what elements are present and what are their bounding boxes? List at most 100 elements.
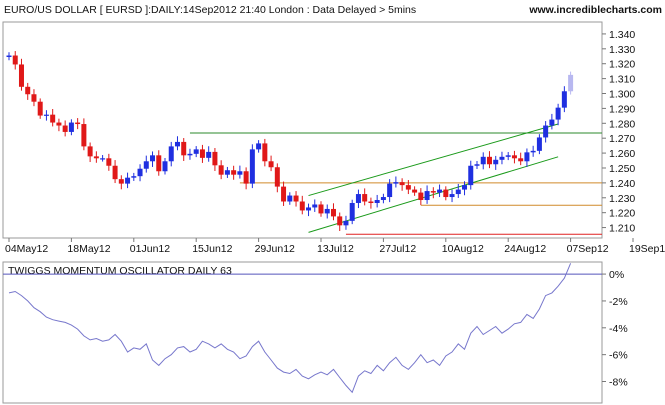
price-y-tick-label: 1.340: [609, 29, 635, 41]
candle-body: [93, 156, 99, 159]
price-y-tick-label: 1.250: [609, 163, 635, 175]
candle-body: [330, 208, 336, 217]
watermark: www.incrediblecharts.com: [528, 4, 662, 16]
candle-body: [281, 186, 287, 202]
candle-body: [100, 158, 106, 160]
candle-body: [106, 158, 112, 166]
candle-body: [387, 183, 393, 198]
candle-body: [561, 91, 567, 108]
candle-body: [337, 216, 343, 226]
candle-body: [262, 143, 268, 162]
price-y-axis: 1.210 1.220 1.230 1.240 1.250 1.260 1.270 1.280…: [602, 29, 635, 235]
x-tick-label: 07Sep12: [567, 243, 609, 255]
x-tick-label: 19Sep12: [629, 243, 665, 255]
candle-body: [511, 155, 517, 159]
x-tick-label: 01Jun12: [130, 243, 170, 255]
price-y-tick-label: 1.320: [609, 59, 635, 71]
price-y-tick-label: 1.260: [609, 148, 635, 160]
price-y-tick-label: 1.220: [609, 208, 635, 220]
candle-body: [474, 164, 480, 166]
candle-body: [25, 86, 31, 95]
candle-body: [549, 119, 555, 126]
candle-body: [56, 122, 62, 126]
candle-body: [312, 204, 318, 208]
candle-body: [243, 171, 249, 184]
candle-body: [405, 185, 411, 190]
candle-body: [249, 149, 255, 184]
candle-body: [218, 165, 224, 175]
candle-body: [430, 191, 436, 193]
candle-body: [368, 201, 374, 203]
price-panel: EURO/US DOLLAR [ EURSD ]:DAILY:14Sep2012…: [2, 4, 665, 255]
candle-body: [199, 149, 205, 158]
candle-body: [131, 176, 137, 178]
candle-body: [181, 141, 187, 156]
candle-body: [75, 122, 81, 125]
oscillator-y-axis: 0% -2% -4% -6% -8%: [602, 269, 628, 389]
candle-body: [486, 156, 492, 165]
candle-body: [50, 114, 56, 123]
candle-body: [518, 158, 524, 162]
candle-body: [256, 143, 262, 150]
candle-body: [81, 124, 87, 147]
candle-body: [443, 189, 449, 198]
candle-body: [524, 152, 530, 162]
oscillator-y-tick-label: -6%: [609, 350, 628, 362]
candle-body: [87, 146, 93, 157]
x-tick-label: 18May12: [67, 243, 110, 255]
channel-upper: [308, 123, 559, 197]
candle-body: [530, 150, 536, 153]
candle-body: [499, 156, 505, 160]
candles: [6, 51, 574, 231]
candle-body: [12, 55, 18, 65]
candle-body: [536, 137, 542, 151]
price-y-tick-label: 1.230: [609, 193, 635, 205]
candle-body: [206, 151, 212, 158]
oscillator-title: TWIGGS MOMENTUM OSCILLATOR DAILY 63: [8, 265, 232, 277]
candle-body: [468, 165, 474, 186]
candle-body: [437, 189, 443, 193]
candle-body: [174, 141, 180, 147]
price-y-tick-label: 1.300: [609, 89, 635, 101]
candle-body: [306, 207, 312, 211]
x-tick-label: 04May12: [5, 243, 48, 255]
candle-body: [224, 170, 230, 175]
candle-body: [143, 161, 149, 169]
candle-body: [505, 155, 511, 157]
oscillator-y-tick-label: -2%: [609, 296, 628, 308]
candle-body: [268, 161, 274, 168]
candle-body: [374, 200, 380, 203]
x-tick-label: 29Jun12: [255, 243, 295, 255]
candle-body: [449, 194, 455, 198]
candle-body: [543, 125, 549, 138]
x-tick-label: 15Jun12: [192, 243, 232, 255]
x-tick-label: 10Aug12: [442, 243, 484, 255]
candle-body: [118, 179, 124, 184]
oscillator-y-tick-label: -8%: [609, 377, 628, 389]
candle-body: [112, 165, 118, 180]
candle-body: [6, 55, 12, 58]
candle-body: [162, 161, 168, 172]
candle-body: [150, 155, 156, 162]
x-tick-label: 24Aug12: [504, 243, 546, 255]
candle-body: [62, 125, 68, 132]
oscillator-plot-frame: [2, 261, 603, 404]
candle-body: [293, 195, 299, 202]
price-y-tick-label: 1.310: [609, 74, 635, 86]
price-y-tick-label: 1.210: [609, 223, 635, 235]
candle-body: [424, 191, 430, 201]
oscillator-y-tick-label: -4%: [609, 323, 628, 335]
candle-body: [237, 171, 243, 175]
candle-body: [187, 153, 193, 156]
oscillator-panel: TWIGGS MOMENTUM OSCILLATOR DAILY 63 0% -2…: [2, 261, 628, 404]
candle-body: [412, 189, 418, 193]
candle-body: [455, 189, 461, 195]
candle-body: [193, 149, 199, 154]
candle-body: [555, 107, 561, 120]
candle-body: [125, 177, 131, 184]
candle-body: [68, 122, 74, 132]
price-y-tick-label: 1.290: [609, 103, 635, 115]
price-y-tick-label: 1.240: [609, 178, 635, 190]
candle-body: [31, 94, 37, 102]
candle-body: [299, 201, 305, 211]
